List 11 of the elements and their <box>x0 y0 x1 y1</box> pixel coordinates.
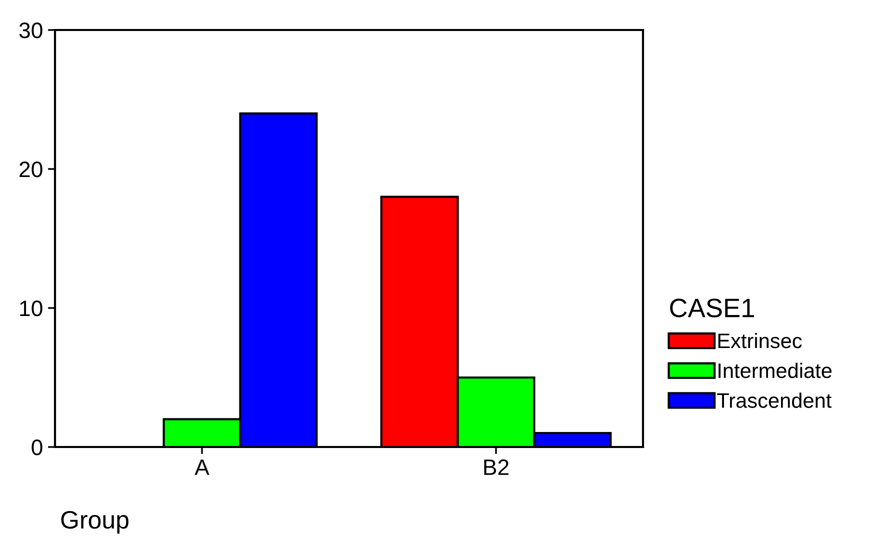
x-tick-label: B2 <box>484 459 508 475</box>
x-tick-label: A <box>194 460 210 475</box>
y-tick-label: 30 <box>19 22 42 38</box>
legend-label: Extrinsec <box>718 332 802 348</box>
legend-label: Intermediate <box>718 362 832 378</box>
y-tick-label: 0 <box>32 440 42 456</box>
legend-label: Trascendent <box>717 392 832 408</box>
x-axis-title: Group <box>61 511 128 534</box>
legend-title: CASE1 <box>670 298 754 318</box>
y-tick-label: 10 <box>20 300 42 316</box>
y-tick-label: 20 <box>20 162 42 178</box>
